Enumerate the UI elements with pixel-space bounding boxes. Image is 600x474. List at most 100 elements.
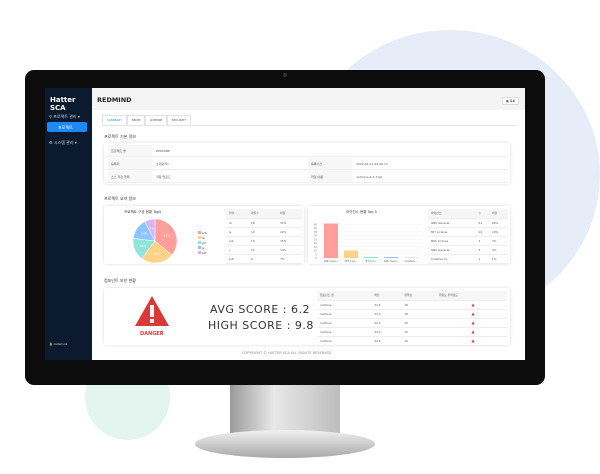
- table-row[interactable]: redmine 22.0 10 ▲: [317, 318, 507, 328]
- table-row[interactable]: redmine 22.4 10 ▲: [317, 336, 507, 346]
- table-cell: 21.3: [371, 309, 402, 319]
- table-row[interactable]: GNU General.. 2 3%: [428, 245, 508, 255]
- license-chart-title: 라이선스 현황 Top 5: [346, 210, 377, 214]
- bar[interactable]: [364, 257, 378, 258]
- table-cell: GNU General..: [428, 245, 476, 255]
- column-header: 컴포넌트 명: [317, 291, 372, 301]
- table-row[interactable]: y 12 14%: [226, 245, 302, 255]
- table-cell: redmine: [317, 309, 372, 319]
- tab-license[interactable]: LICENSE: [145, 115, 167, 125]
- table-row[interactable]: erb 13 15%: [226, 236, 302, 246]
- pie-slice[interactable]: [144, 218, 156, 242]
- legend-item: rb: [198, 236, 207, 241]
- column-header: 수: [475, 209, 489, 219]
- pie-label: 7%: [150, 226, 155, 230]
- table-cell: redmine: [317, 300, 372, 310]
- danger-warning-icon: [135, 296, 169, 326]
- column-header: 파일수: [248, 209, 278, 219]
- table-cell: js: [226, 227, 249, 237]
- danger-label: DANGER: [140, 331, 164, 337]
- component-table-wrap: 컴포넌트 명 버전 취약점 위험도 취약정도 redmine 21.4 18 ▲ redmine…: [317, 291, 507, 346]
- table-cell: BSD License: [428, 236, 476, 246]
- x-tick-label: Creative ..: [405, 259, 418, 263]
- info-row: 소스 저장 형태 직접 업로드 파일 이름 redmine-4.2.3.zip: [106, 171, 508, 183]
- tab-sbom[interactable]: SBOM: [127, 115, 145, 125]
- table-row[interactable]: GNU General.. 51 69%: [428, 218, 508, 228]
- table-row[interactable]: js 19 22%: [226, 227, 302, 237]
- info-label: 파일 이름: [308, 171, 352, 182]
- table-cell: GNU General..: [428, 218, 476, 228]
- table-row[interactable]: redmine 22.3 10 ▲: [317, 327, 507, 337]
- user-info[interactable]: 🔒 csdemo1: [49, 342, 68, 346]
- sidebar: Hatter SCA ⚲ 프로젝트 관리 ▾ 프로젝트 ⚙ 시스템 관리 ▾ 🔒…: [45, 88, 92, 360]
- table-cell: MIT License: [428, 227, 476, 237]
- table-cell: y: [226, 245, 249, 255]
- warning-icon: ▲: [435, 309, 507, 319]
- table-cell: redmine: [317, 336, 372, 346]
- table-cell: 18: [401, 300, 436, 310]
- sidebar-item-project[interactable]: 프로젝트: [47, 122, 87, 132]
- column-header: 라이선스: [428, 209, 476, 219]
- table-cell: redmine: [317, 318, 372, 328]
- language-table-wrap: 언어 파일수 비율 rb 28 32% js 19 22% erb 13 15% y 12 14% pdf 6 7…: [226, 209, 302, 264]
- list-button-label: 목록: [509, 99, 516, 103]
- page-title: REDMIND: [97, 96, 132, 104]
- table-row[interactable]: BSD License 2 3%: [428, 236, 508, 246]
- info-value: REDMINE: [156, 149, 170, 153]
- bar[interactable]: [344, 250, 358, 259]
- table-cell: 3%: [488, 236, 508, 246]
- tab-security[interactable]: SECURITY: [167, 115, 191, 125]
- table-cell: 69%: [488, 218, 508, 228]
- info-value: 2022-04-21 04:06:11: [356, 162, 388, 166]
- screen: Hatter SCA ⚲ 프로젝트 관리 ▾ 프로젝트 ⚙ 시스템 관리 ▾ 🔒…: [45, 88, 525, 360]
- table-cell: 21.4: [371, 300, 402, 310]
- table-cell: 12: [248, 245, 278, 255]
- list-button[interactable]: ▦ 목록: [502, 97, 519, 105]
- bar[interactable]: [384, 257, 398, 258]
- legend-item: js: [198, 246, 207, 251]
- pie-legend: erb rb ym js pdf: [198, 231, 207, 256]
- pie-slice[interactable]: [154, 218, 178, 256]
- warning-icon: ▲: [435, 318, 507, 328]
- y-tick-label: 40: [314, 226, 318, 230]
- legend-label: erb: [201, 231, 207, 235]
- info-label: 소스 저장 형태: [108, 171, 152, 182]
- table-cell: 32%: [277, 218, 302, 228]
- table-row[interactable]: Creative Co.. 1 1%: [428, 254, 508, 264]
- legend-item: ym: [198, 241, 207, 246]
- table-row[interactable]: MIT License 14 19%: [428, 227, 508, 237]
- legend-label: js: [201, 246, 205, 250]
- column-header: 비율: [277, 209, 302, 219]
- table-cell: 7%: [277, 254, 302, 264]
- table-cell: 1: [475, 254, 489, 264]
- warning-icon: ▲: [435, 327, 507, 337]
- table-cell: 51: [475, 218, 489, 228]
- table-header: 컴포넌트 명 버전 취약점 위험도 취약정도: [317, 291, 507, 301]
- table-header: 언어 파일수 비율: [226, 209, 302, 219]
- info-value: redmine-4.2.3.zip: [356, 175, 383, 179]
- y-tick-label: 25: [314, 237, 318, 241]
- table-cell: erb: [226, 236, 249, 246]
- license-card: 라이선스 현황 Top 5 0 5 10 15 20 25 30 35 40 45 GNU Gene…: [308, 206, 510, 264]
- high-score: HIGH SCORE : 9.8: [208, 319, 314, 332]
- x-tick-label: GNU Gene..: [384, 259, 399, 263]
- pie-label: 22%: [153, 252, 160, 256]
- table-row[interactable]: redmine 21.3 18 ▲: [317, 309, 507, 319]
- sidebar-item-project-mgmt[interactable]: ⚲ 프로젝트 관리 ▾: [49, 114, 80, 119]
- tab-summary[interactable]: SUMMARY: [102, 115, 127, 125]
- table-row[interactable]: redmine 21.4 18 ▲: [317, 300, 507, 310]
- username: csdemo1: [53, 342, 68, 346]
- info-value: 초대관리1: [156, 162, 169, 166]
- monitor-stand: [230, 385, 340, 435]
- y-tick-label: 5: [315, 252, 317, 256]
- legend-label: ym: [201, 241, 207, 245]
- section-title-security: 컴포넌트 보안 현황: [104, 278, 136, 283]
- sidebar-item-system-mgmt[interactable]: ⚙ 시스템 관리 ▾: [49, 140, 77, 145]
- pie-slice[interactable]: [141, 240, 173, 264]
- bar[interactable]: [324, 223, 338, 259]
- legend-swatch: [198, 246, 201, 249]
- table-row[interactable]: pdf 6 7%: [226, 254, 302, 264]
- table-row[interactable]: rb 28 32%: [226, 218, 302, 228]
- y-tick-label: 20: [314, 241, 318, 245]
